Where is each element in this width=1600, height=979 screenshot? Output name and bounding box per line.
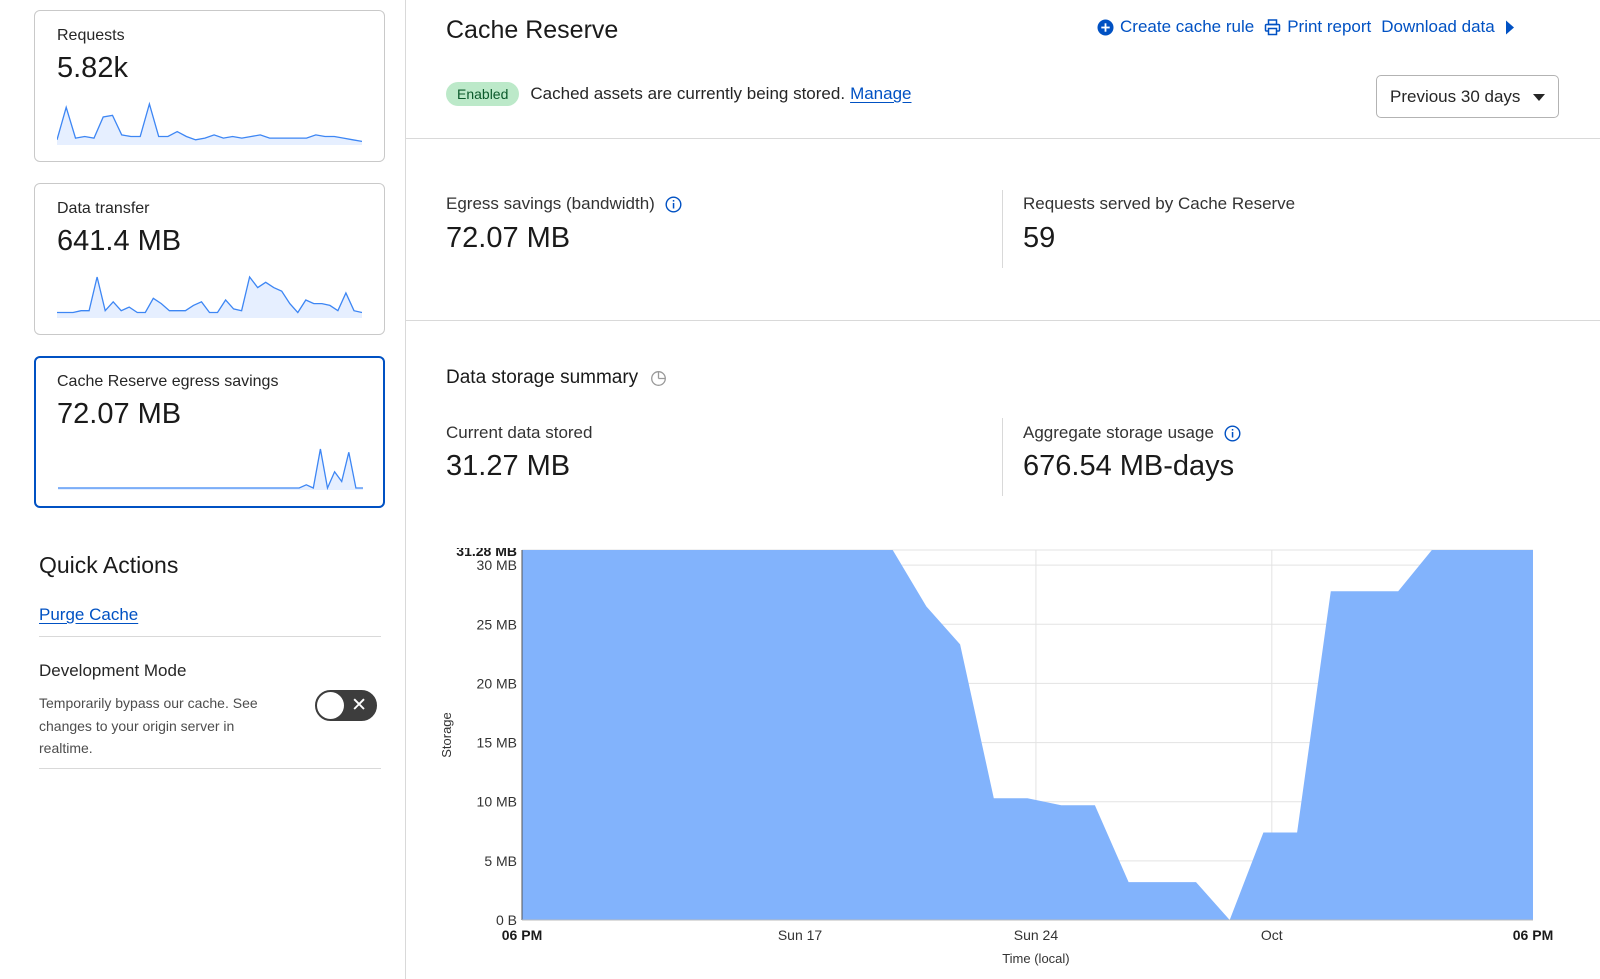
printer-icon: [1264, 18, 1281, 35]
manage-link[interactable]: Manage: [850, 84, 912, 103]
sparkline-fill: [58, 449, 363, 490]
egress-savings-value: 72.07 MB: [446, 222, 571, 254]
aggregate-storage-value: 676.54 MB-days: [1023, 450, 1235, 482]
divider: [39, 636, 381, 637]
sparkline-line: [58, 448, 363, 490]
y-max-label: 31.28 MB: [456, 548, 517, 559]
aggregate-storage-label: Aggregate storage usage: [1023, 423, 1241, 443]
print-report-label: Print report: [1287, 17, 1372, 36]
current-data-stored-label: Current data stored: [446, 423, 592, 443]
sparkline-line: [57, 101, 362, 143]
requests-served-value: 59: [1023, 222, 1056, 254]
purge-cache-link[interactable]: Purge Cache: [39, 605, 139, 624]
y-tick-label: 15 MB: [477, 735, 517, 751]
current-data-stored-label-text: Current data stored: [446, 423, 593, 442]
metric-label: Data transfer: [57, 200, 150, 217]
quick-actions-title: Quick Actions: [39, 552, 179, 578]
metric-label: Cache Reserve egress savings: [57, 373, 279, 390]
page-title: Cache Reserve: [446, 16, 619, 44]
y-tick-label: 10 MB: [477, 794, 517, 810]
divider: [1002, 418, 1003, 496]
caret-down-icon: [1533, 94, 1545, 101]
date-range-select[interactable]: Previous 30 days: [1376, 75, 1559, 118]
divider: [1002, 190, 1003, 268]
metric-card-requests[interactable]: Requests 5.82k: [34, 10, 385, 162]
plus-circle-icon: [1097, 19, 1114, 35]
x-axis-title: Time (local): [1002, 951, 1069, 966]
metric-label: Requests: [57, 27, 125, 44]
date-range-value: Previous 30 days: [1390, 86, 1521, 106]
create-cache-rule-button[interactable]: Create cache rule: [1097, 17, 1254, 37]
egress-savings-label-text: Egress savings (bandwidth): [446, 194, 655, 213]
metric-value: 641.4 MB: [57, 225, 182, 257]
metric-value: 72.07 MB: [57, 398, 182, 430]
caret-right-icon: [1505, 20, 1514, 34]
section-divider: [406, 138, 1600, 139]
storage-area: [522, 550, 1533, 920]
x-tick-label: 06 PM: [1513, 927, 1553, 943]
x-tick-label: Sun 17: [778, 927, 823, 943]
header-actions: Create cache rule Print report Download …: [1097, 17, 1518, 37]
sparkline-line: [57, 275, 362, 314]
requests-served-label-text: Requests served by Cache Reserve: [1023, 194, 1296, 213]
y-tick-label: 20 MB: [477, 675, 517, 691]
sparkline-data-transfer: [57, 275, 362, 318]
metric-value: 5.82k: [57, 52, 128, 84]
storage-summary-title-text: Data storage summary: [446, 367, 639, 388]
download-data-label: Download data: [1381, 17, 1495, 36]
pie-chart-icon: [651, 370, 667, 386]
requests-served-label: Requests served by Cache Reserve: [1023, 194, 1295, 214]
toggle-knob: [317, 692, 344, 719]
status-text: Cached assets are currently being stored…: [530, 84, 846, 103]
create-cache-rule-label: Create cache rule: [1120, 17, 1255, 36]
current-data-stored-value: 31.27 MB: [446, 450, 571, 482]
metric-card-data-transfer[interactable]: Data transfer 641.4 MB: [34, 183, 385, 335]
dev-mode-title: Development Mode: [39, 661, 187, 680]
close-icon: ✕: [351, 695, 367, 716]
x-tick-label: Oct: [1261, 927, 1283, 943]
x-tick-label: 06 PM: [502, 927, 542, 943]
status-badge: Enabled: [446, 82, 520, 106]
y-tick-label: 5 MB: [484, 853, 517, 869]
dev-mode-toggle[interactable]: ✕: [315, 690, 377, 721]
y-tick-label: 25 MB: [477, 616, 517, 632]
storage-summary-title: Data storage summary: [446, 367, 667, 389]
sparkline-fill: [57, 104, 362, 145]
aggregate-storage-label-text: Aggregate storage usage: [1023, 423, 1214, 442]
info-icon[interactable]: [665, 195, 682, 213]
x-tick-label: Sun 24: [1014, 927, 1059, 943]
y-axis-title: Storage: [440, 712, 454, 758]
download-data-button[interactable]: Download data: [1381, 17, 1517, 37]
status-row: Enabled Cached assets are currently bein…: [446, 82, 912, 106]
egress-savings-label: Egress savings (bandwidth): [446, 194, 682, 214]
sparkline-fill: [57, 277, 362, 318]
sparkline-requests: [57, 101, 362, 145]
print-report-button[interactable]: Print report: [1264, 17, 1371, 37]
divider: [39, 768, 381, 769]
metric-card-egress-savings[interactable]: Cache Reserve egress savings 72.07 MB: [34, 356, 385, 508]
left-panel: Requests 5.82k Data transfer 641.4 MB Ca…: [0, 0, 406, 979]
y-tick-label: 0 B: [496, 912, 517, 928]
y-tick-label: 30 MB: [477, 557, 517, 573]
dev-mode-description: Temporarily bypass our cache. See change…: [39, 695, 258, 756]
section-divider: [406, 320, 1600, 321]
sparkline-egress-savings: [58, 448, 363, 490]
info-icon[interactable]: [1224, 424, 1241, 442]
